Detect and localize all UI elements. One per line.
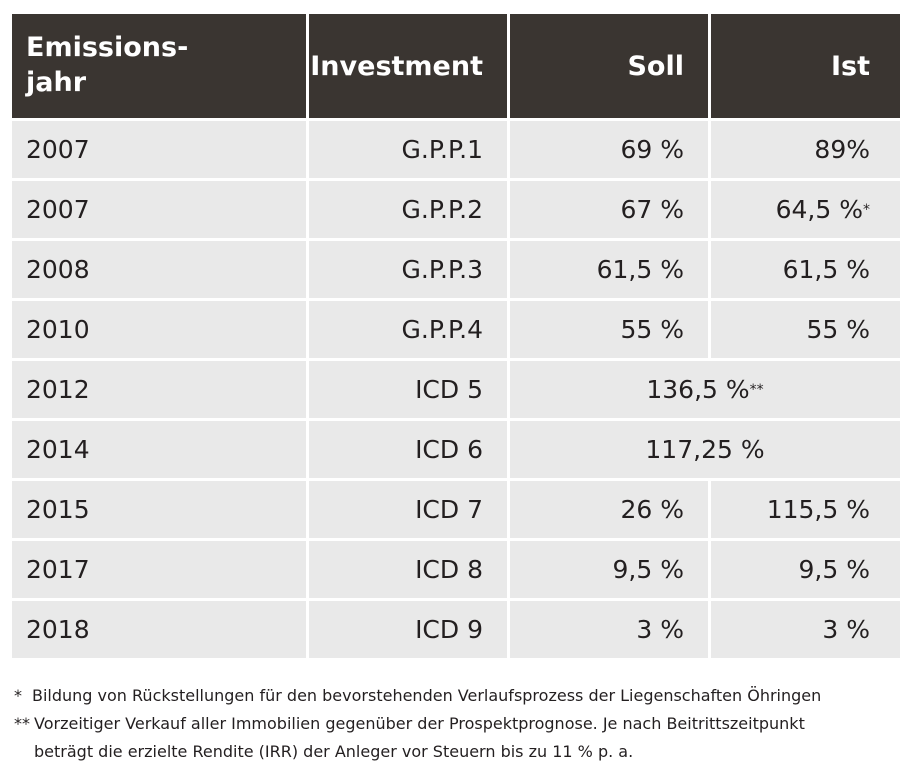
cell-investment: ICD 6 (309, 421, 507, 478)
cell-soll-ist-combined: 117,25 % (510, 421, 900, 478)
cell-ist-value: 3 % (822, 615, 870, 644)
header-emissionsjahr: Emissions- jahr (12, 14, 306, 118)
cell-emissionsjahr: 2017 (12, 541, 306, 598)
cell-emissionsjahr: 2007 (12, 181, 306, 238)
cell-investment-value: G.P.P.3 (401, 255, 483, 284)
cell-emissionsjahr: 2007 (12, 121, 306, 178)
cell-soll: 9,5 % (510, 541, 708, 598)
cell-ist: 61,5 % (711, 241, 900, 298)
cell-ist-value: 55 % (806, 315, 870, 344)
cell-soll-value: 55 % (620, 315, 684, 344)
cell-soll-value: 61,5 % (596, 255, 684, 284)
cell-ist-value: 61,5 % (782, 255, 870, 284)
cell-soll: 61,5 % (510, 241, 708, 298)
cell-ist: 55 % (711, 301, 900, 358)
cell-soll-value: 9,5 % (612, 555, 684, 584)
cell-investment: ICD 7 (309, 481, 507, 538)
cell-emissionsjahr: 2018 (12, 601, 306, 658)
cell-investment: G.P.P.4 (309, 301, 507, 358)
cell-investment: ICD 8 (309, 541, 507, 598)
cell-ist-value: 9,5 % (798, 555, 870, 584)
cell-soll-ist-combined: 136,5 % ** (510, 361, 900, 418)
cell-emissionsjahr-value: 2017 (26, 555, 90, 584)
footnote-text: beträgt die erzielte Rendite (IRR) der A… (34, 742, 634, 761)
cell-emissionsjahr-value: 2007 (26, 135, 90, 164)
cell-emissionsjahr-value: 2010 (26, 315, 90, 344)
cell-emissionsjahr-value: 2018 (26, 615, 90, 644)
cell-investment: G.P.P.3 (309, 241, 507, 298)
cell-soll: 69 % (510, 121, 708, 178)
cell-soll: 67 % (510, 181, 708, 238)
cell-investment-value: ICD 8 (415, 555, 483, 584)
cell-emissionsjahr-value: 2008 (26, 255, 90, 284)
cell-soll-value: 69 % (620, 135, 684, 164)
footnote-text: Vorzeitiger Verkauf aller Immobilien geg… (34, 714, 805, 733)
cell-investment-value: G.P.P.4 (401, 315, 483, 344)
cell-investment: ICD 9 (309, 601, 507, 658)
cell-ist-value: 64,5 % (775, 195, 863, 224)
cell-soll-ist-combined-value: 117,25 % (645, 435, 765, 464)
footnote-mark: * (14, 686, 22, 705)
cell-ist: 115,5 % (711, 481, 900, 538)
cell-ist-value: 89% (814, 135, 870, 164)
cell-investment-value: G.P.P.1 (401, 135, 483, 164)
header-emissionsjahr-line1: Emissions- (26, 32, 189, 64)
cell-emissionsjahr-value: 2012 (26, 375, 90, 404)
cell-investment-value: ICD 5 (415, 375, 483, 404)
cell-investment-value: G.P.P.2 (401, 195, 483, 224)
cell-investment-value: ICD 6 (415, 435, 483, 464)
cell-investment: G.P.P.2 (309, 181, 507, 238)
cell-ist: 9,5 % (711, 541, 900, 598)
footnote-text: Bildung von Rückstellungen für den bevor… (32, 686, 822, 705)
cell-ist: 3 % (711, 601, 900, 658)
cell-investment-value: ICD 9 (415, 615, 483, 644)
cell-ist: 64,5 % * (711, 181, 900, 238)
cell-emissionsjahr: 2012 (12, 361, 306, 418)
cell-ist: 89% (711, 121, 900, 178)
cell-ist-value: 115,5 % (766, 495, 870, 524)
cell-investment: G.P.P.1 (309, 121, 507, 178)
cell-investment-value: ICD 7 (415, 495, 483, 524)
cell-emissionsjahr-value: 2015 (26, 495, 90, 524)
cell-soll-value: 3 % (636, 615, 684, 644)
cell-emissionsjahr-value: 2007 (26, 195, 90, 224)
header-emissionsjahr-line2: jahr (26, 67, 87, 98)
cell-emissionsjahr-value: 2014 (26, 435, 90, 464)
cell-emissionsjahr: 2014 (12, 421, 306, 478)
cell-soll-value: 67 % (620, 195, 684, 224)
cell-emissionsjahr: 2008 (12, 241, 306, 298)
cell-emissionsjahr: 2015 (12, 481, 306, 538)
cell-soll: 26 % (510, 481, 708, 538)
cell-soll-value: 26 % (620, 495, 684, 524)
header-investment: Investment (309, 14, 507, 118)
cell-emissionsjahr: 2010 (12, 301, 306, 358)
cell-investment: ICD 5 (309, 361, 507, 418)
header-soll: Soll (510, 14, 708, 118)
header-ist: Ist (711, 14, 900, 118)
cell-soll: 3 % (510, 601, 708, 658)
footnote-mark: ** (14, 714, 30, 733)
cell-soll-ist-combined-value: 136,5 % (646, 375, 750, 404)
cell-soll: 55 % (510, 301, 708, 358)
